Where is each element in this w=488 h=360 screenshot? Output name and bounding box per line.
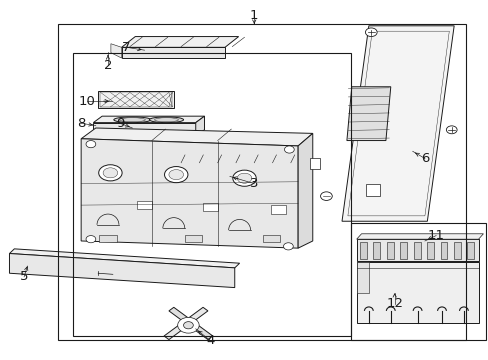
Text: 8: 8 bbox=[77, 117, 85, 130]
Circle shape bbox=[284, 146, 294, 153]
Ellipse shape bbox=[149, 117, 183, 123]
Text: 7: 7 bbox=[122, 41, 130, 54]
Circle shape bbox=[86, 140, 96, 148]
Ellipse shape bbox=[166, 132, 175, 136]
Bar bbox=[453, 242, 460, 259]
Polygon shape bbox=[93, 116, 204, 123]
Ellipse shape bbox=[99, 165, 122, 181]
Ellipse shape bbox=[164, 167, 187, 183]
Circle shape bbox=[283, 243, 293, 250]
Circle shape bbox=[177, 318, 199, 333]
Polygon shape bbox=[81, 128, 312, 146]
Polygon shape bbox=[173, 154, 299, 164]
Polygon shape bbox=[298, 134, 312, 248]
Polygon shape bbox=[122, 47, 224, 58]
Text: 9: 9 bbox=[116, 117, 124, 130]
Bar bbox=[366, 184, 379, 196]
Polygon shape bbox=[9, 249, 239, 268]
Polygon shape bbox=[93, 123, 195, 135]
Bar bbox=[426, 242, 433, 259]
Text: 2: 2 bbox=[103, 59, 112, 72]
Text: 5: 5 bbox=[20, 270, 28, 283]
Bar bbox=[350, 223, 485, 339]
Text: 10: 10 bbox=[79, 95, 96, 108]
Bar bbox=[99, 234, 117, 242]
Text: 12: 12 bbox=[386, 297, 403, 310]
Polygon shape bbox=[356, 239, 478, 261]
Polygon shape bbox=[356, 234, 483, 239]
Text: 3: 3 bbox=[249, 177, 258, 190]
Circle shape bbox=[86, 235, 96, 243]
Polygon shape bbox=[111, 44, 122, 58]
Polygon shape bbox=[81, 139, 298, 248]
Polygon shape bbox=[122, 37, 238, 47]
Ellipse shape bbox=[103, 168, 118, 178]
Polygon shape bbox=[195, 116, 204, 135]
Bar bbox=[373, 242, 380, 259]
Bar bbox=[310, 158, 320, 169]
Ellipse shape bbox=[232, 170, 256, 186]
Bar bbox=[467, 242, 473, 259]
Circle shape bbox=[183, 321, 193, 329]
Bar bbox=[359, 242, 366, 259]
Ellipse shape bbox=[168, 170, 183, 180]
Ellipse shape bbox=[114, 117, 151, 123]
Polygon shape bbox=[346, 87, 390, 140]
Text: 6: 6 bbox=[420, 152, 428, 165]
Bar bbox=[137, 201, 152, 210]
Bar bbox=[73, 53, 350, 336]
Polygon shape bbox=[168, 307, 212, 339]
FancyBboxPatch shape bbox=[98, 91, 173, 108]
Bar bbox=[440, 242, 447, 259]
Polygon shape bbox=[341, 26, 453, 221]
Text: 11: 11 bbox=[427, 229, 444, 242]
Bar bbox=[262, 234, 280, 242]
Polygon shape bbox=[9, 253, 234, 288]
Ellipse shape bbox=[237, 173, 251, 183]
Polygon shape bbox=[356, 262, 478, 323]
Polygon shape bbox=[356, 262, 368, 293]
Bar bbox=[271, 205, 285, 214]
Ellipse shape bbox=[108, 132, 117, 136]
Ellipse shape bbox=[138, 132, 146, 136]
Bar bbox=[184, 234, 202, 242]
Circle shape bbox=[446, 126, 456, 134]
Bar bbox=[413, 242, 420, 259]
Bar bbox=[400, 242, 407, 259]
Text: 4: 4 bbox=[206, 334, 214, 347]
Circle shape bbox=[365, 28, 376, 37]
Text: 1: 1 bbox=[249, 9, 258, 22]
Bar bbox=[58, 24, 466, 339]
Bar bbox=[203, 203, 217, 211]
Polygon shape bbox=[163, 307, 207, 339]
Bar bbox=[386, 242, 393, 259]
Circle shape bbox=[320, 192, 331, 201]
